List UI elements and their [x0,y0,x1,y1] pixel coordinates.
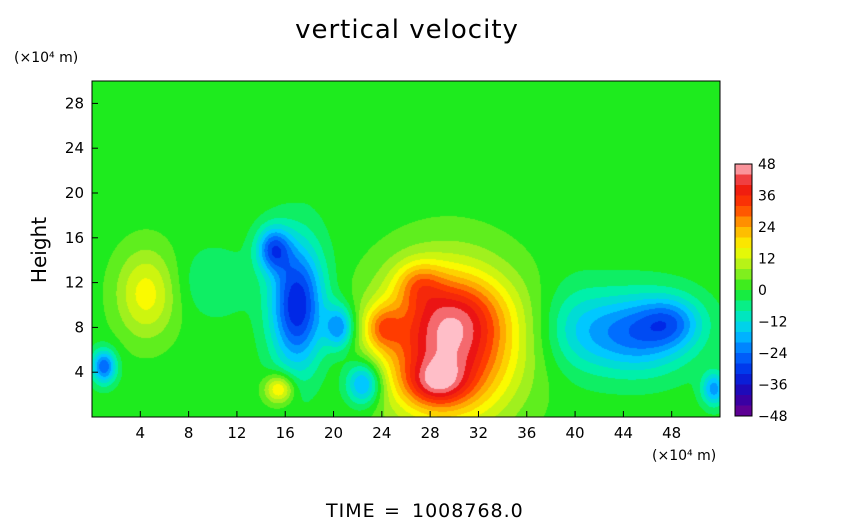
plot-area [91,80,721,418]
x-tick-label: 28 [421,424,440,442]
time-equals: = [384,500,401,519]
colorbar-cell [735,164,752,175]
y-tick-label: 28 [65,94,84,112]
colorbar-cell [735,332,752,343]
y-axis: 4 8 12 16 20 24 28 [65,94,98,381]
colorbar-cell [735,374,752,385]
y-tick-label: 24 [65,139,84,157]
colorbar-cell [735,279,752,291]
x-tick-label: 24 [372,424,391,442]
x-tick-label: 44 [614,424,633,442]
colorbar-cell [735,248,752,259]
y-unit-label: (×10⁴ m) [14,50,78,66]
y-tick-label: 8 [74,318,84,336]
x-tick-label: 4 [136,424,146,442]
colorbar-cell [735,342,752,354]
colorbar-cell [735,290,752,301]
x-tick-label: 8 [184,424,194,442]
colorbar-tick-label: −36 [758,378,788,394]
time-value: 1008768.0 [412,500,524,519]
colorbar-cell [735,353,752,364]
plot-frame [91,80,721,418]
x-tick-label: 40 [566,424,585,442]
colorbar-cell [735,258,752,270]
colorbar-cell [735,321,752,333]
colorbar-tick-label: −12 [758,315,788,331]
chart-title: vertical velocity [295,15,519,45]
colorbar-cell [735,311,752,322]
colorbar-tick-label: 12 [758,252,776,268]
colorbar-cell [735,227,752,238]
y-axis-title: Height [27,217,51,283]
x-axis: 4 8 12 16 20 24 28 32 36 40 44 48 [136,411,681,442]
x-tick-label: 36 [517,424,536,442]
colorbar-cell [735,405,752,417]
colorbar-cell [735,269,752,280]
time-label: TIME [325,500,376,519]
colorbar-cell [735,363,752,375]
colorbar-tick-label: 36 [758,189,776,205]
colorbar-tick-label: −48 [758,409,788,425]
x-tick-label: 20 [324,424,343,442]
colorbar-cell [735,195,752,207]
colorbar-cell [735,395,752,406]
x-tick-label: 16 [276,424,295,442]
heatmap-field [92,81,720,417]
y-tick-label: 20 [65,184,84,202]
x-unit-label: (×10⁴ m) [652,448,716,464]
colorbar-tick-label: 0 [758,283,767,299]
colorbar-cell [735,174,752,186]
colorbar-tick-label: 24 [758,220,776,236]
colorbar-cell [735,206,752,217]
x-tick-label: 32 [469,424,488,442]
colorbar-tick-label: 48 [758,157,776,173]
x-tick-label: 12 [227,424,246,442]
colorbar-tick-label: −24 [758,346,788,362]
colorbar-cell [735,237,752,249]
time-readout: TIME = 1008768.0 [325,500,524,519]
colorbar-cell [735,185,752,196]
colorbar-frame [734,163,753,417]
y-tick-label: 12 [65,274,84,292]
y-tick-label: 16 [65,229,84,247]
x-tick-label: 48 [662,424,681,442]
colorbar: 48 36 24 12 0 −12 −24 −36 −48 [734,157,788,425]
colorbar-cell [735,384,752,396]
colorbar-cell [735,216,752,228]
y-tick-label: 4 [74,363,84,381]
colorbar-cell [735,300,752,312]
